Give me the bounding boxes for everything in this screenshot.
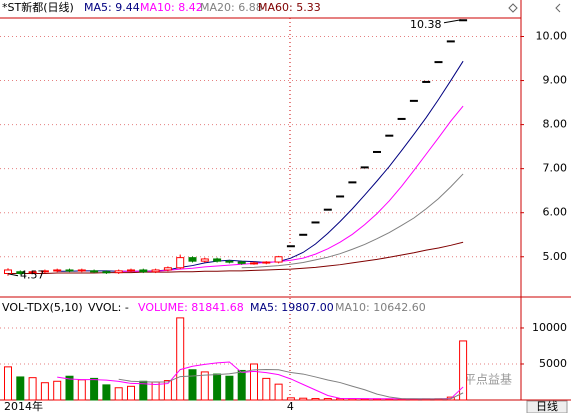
candle-body: [16, 271, 25, 274]
candle-body: [102, 271, 111, 274]
candle-body: [4, 269, 12, 274]
volume-header-item: MA10: 10642.60: [335, 301, 426, 314]
candle-body: [65, 269, 74, 272]
volume-bar: [4, 366, 12, 401]
y-tick-label: 10000: [532, 321, 567, 334]
y-tick-label: 5.00: [543, 250, 568, 263]
volume-bar: [286, 397, 295, 401]
candle-body: [188, 257, 197, 262]
candle-body: [139, 269, 148, 273]
volume-bar: [188, 369, 197, 401]
volume-bar: [262, 377, 271, 401]
volume-bar: [53, 380, 62, 401]
volume-bar: [274, 383, 283, 401]
candle-body: [127, 269, 135, 272]
y-tick-label: 7.00: [543, 162, 568, 175]
candle-body: [176, 257, 185, 269]
candle-body: [434, 61, 443, 64]
candle-body: [237, 261, 246, 264]
period-label[interactable]: 日线: [536, 399, 558, 413]
volume-bar: [311, 398, 320, 401]
candle-body: [77, 269, 86, 272]
candle-body: [250, 262, 258, 265]
volume-bar: [114, 387, 123, 401]
volume-bar: [77, 379, 86, 401]
volume-bar: [225, 375, 234, 401]
x-tick-label: 2014年: [4, 399, 43, 413]
ma-line: [118, 105, 464, 272]
candle-body: [373, 150, 381, 153]
candle-body: [336, 195, 345, 198]
header-item: MA10: 8.42: [140, 1, 203, 14]
candle-body: [213, 258, 222, 262]
candle-body: [151, 269, 160, 273]
volume-bar: [213, 373, 222, 401]
volume-header-item: VVOL: -: [88, 301, 129, 314]
candle-body: [28, 271, 37, 274]
candle-body: [409, 99, 418, 102]
volume-bar: [28, 377, 37, 401]
candle-body: [360, 166, 369, 169]
ma-line: [118, 369, 464, 400]
ma-line: [8, 241, 464, 274]
candle-body: [397, 117, 406, 120]
volume-bar: [299, 397, 308, 401]
annotation: 10.38: [410, 18, 442, 31]
volume-bar: [127, 385, 135, 401]
y-tick-label: 5000: [539, 357, 567, 370]
candle-body: [446, 40, 455, 43]
annotation-arrow: [7, 273, 19, 277]
y-tick-label: 6.00: [543, 206, 568, 219]
candle-body: [114, 270, 123, 274]
candle-body: [200, 258, 209, 262]
candle-body: [348, 181, 357, 184]
candle-body: [225, 260, 234, 263]
scroll-arrow[interactable]: [555, 3, 561, 13]
candle-body: [274, 256, 283, 263]
header-item: MA60: 5.33: [258, 1, 321, 14]
y-tick-label: 9.00: [543, 74, 568, 87]
volume-bar: [163, 380, 172, 401]
candle-body: [262, 261, 271, 264]
volume-bar: [250, 363, 258, 401]
candle-body: [40, 270, 49, 273]
y-tick-label: 8.00: [543, 118, 568, 131]
y-tick-label: 10.00: [536, 30, 568, 43]
volume-bar: [90, 377, 99, 401]
volume-header-item: VOLUME: 81841.68: [138, 301, 244, 314]
candle-body: [422, 80, 431, 83]
volume-header-item: VOL-TDX(5,10): [2, 301, 83, 314]
header-item: MA20: 6.88: [200, 1, 263, 14]
annotation-arrow: [443, 19, 462, 24]
volume-bar: [323, 398, 332, 401]
candle-body: [286, 245, 295, 248]
volume-bar: [237, 369, 246, 401]
header-item: MA5: 9.44: [84, 1, 140, 14]
volume-bar: [102, 384, 111, 401]
candle-body: [385, 134, 394, 137]
candle-body: [323, 208, 332, 211]
volume-bar: [65, 375, 74, 401]
period-button[interactable]: [526, 400, 568, 413]
candle-body: [53, 269, 62, 272]
candle-body: [311, 221, 320, 224]
candle-body: [299, 233, 308, 236]
ma-line: [241, 173, 464, 269]
volume-bar: [200, 371, 209, 401]
watermark: 平点益基: [464, 373, 512, 387]
volume-bar: [459, 340, 468, 401]
annotation: 4.57: [20, 269, 45, 282]
volume-bar: [16, 376, 25, 401]
candle-body: [163, 267, 172, 271]
candle-body: [90, 270, 99, 273]
volume-header-item: MA5: 19807.00: [250, 301, 334, 314]
x-tick-label: 4: [287, 400, 294, 413]
header-item: *ST新都(日线): [2, 0, 74, 14]
volume-bar: [176, 317, 185, 401]
volume-bar: [40, 382, 49, 401]
ma-line: [57, 361, 464, 400]
icon[interactable]: [508, 3, 518, 13]
